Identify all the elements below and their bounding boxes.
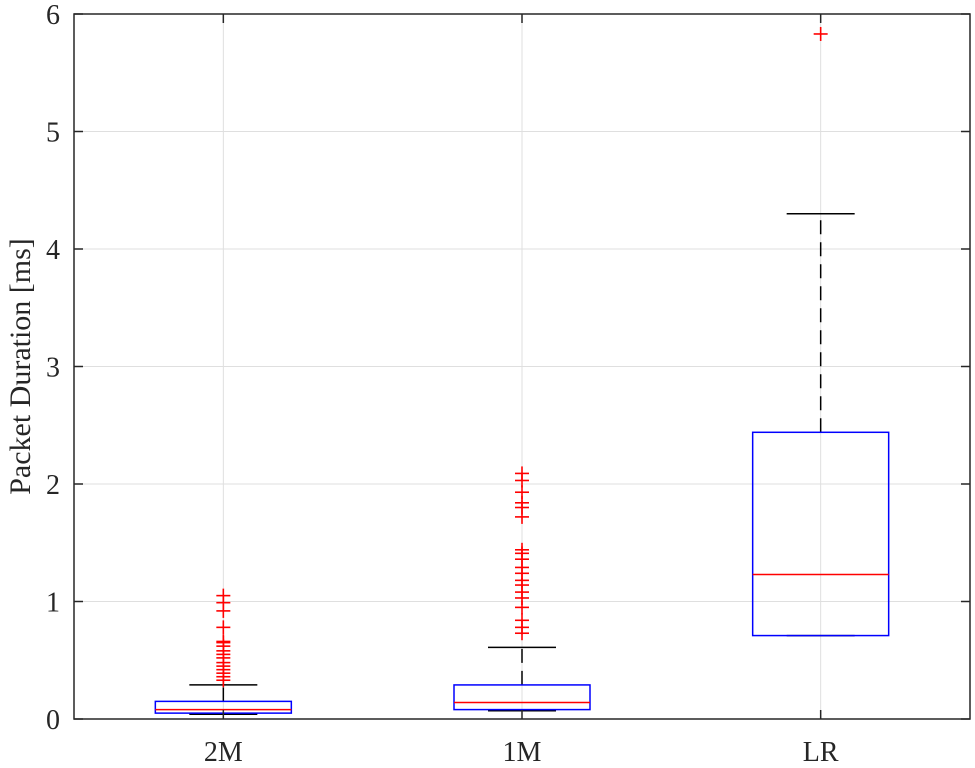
iqr-box xyxy=(751,431,890,637)
outlier-point xyxy=(515,613,529,628)
grid-lines xyxy=(74,14,970,719)
y-tick-label: 1 xyxy=(46,588,60,619)
axis-ticks: 0 1 2 3 4 5 6 2M 1M LR xyxy=(46,0,970,768)
y-tick-label: 5 xyxy=(46,118,60,149)
outlier-point xyxy=(515,466,529,481)
outlier-point xyxy=(216,620,231,635)
x-tick-label: 1M xyxy=(503,737,542,768)
box-2m xyxy=(154,588,293,716)
box-1m xyxy=(453,466,591,712)
box-plot-series xyxy=(154,26,890,716)
x-tick-label: LR xyxy=(803,737,839,768)
y-tick-label: 3 xyxy=(46,353,60,384)
y-tick-label: 4 xyxy=(46,235,60,266)
box-lr xyxy=(751,26,890,637)
iqr-box xyxy=(453,684,591,711)
x-tick-label: 2M xyxy=(204,737,243,768)
outlier-point xyxy=(515,542,529,557)
y-tick-label: 2 xyxy=(46,470,60,501)
outlier-point xyxy=(216,634,231,649)
outlier-point xyxy=(216,588,231,603)
outlier-point xyxy=(813,26,828,41)
y-axis-label: Packet Duration [ms] xyxy=(4,238,37,495)
outlier-point xyxy=(515,485,529,500)
y-tick-label: 0 xyxy=(46,705,60,736)
y-tick-label: 6 xyxy=(46,0,60,31)
